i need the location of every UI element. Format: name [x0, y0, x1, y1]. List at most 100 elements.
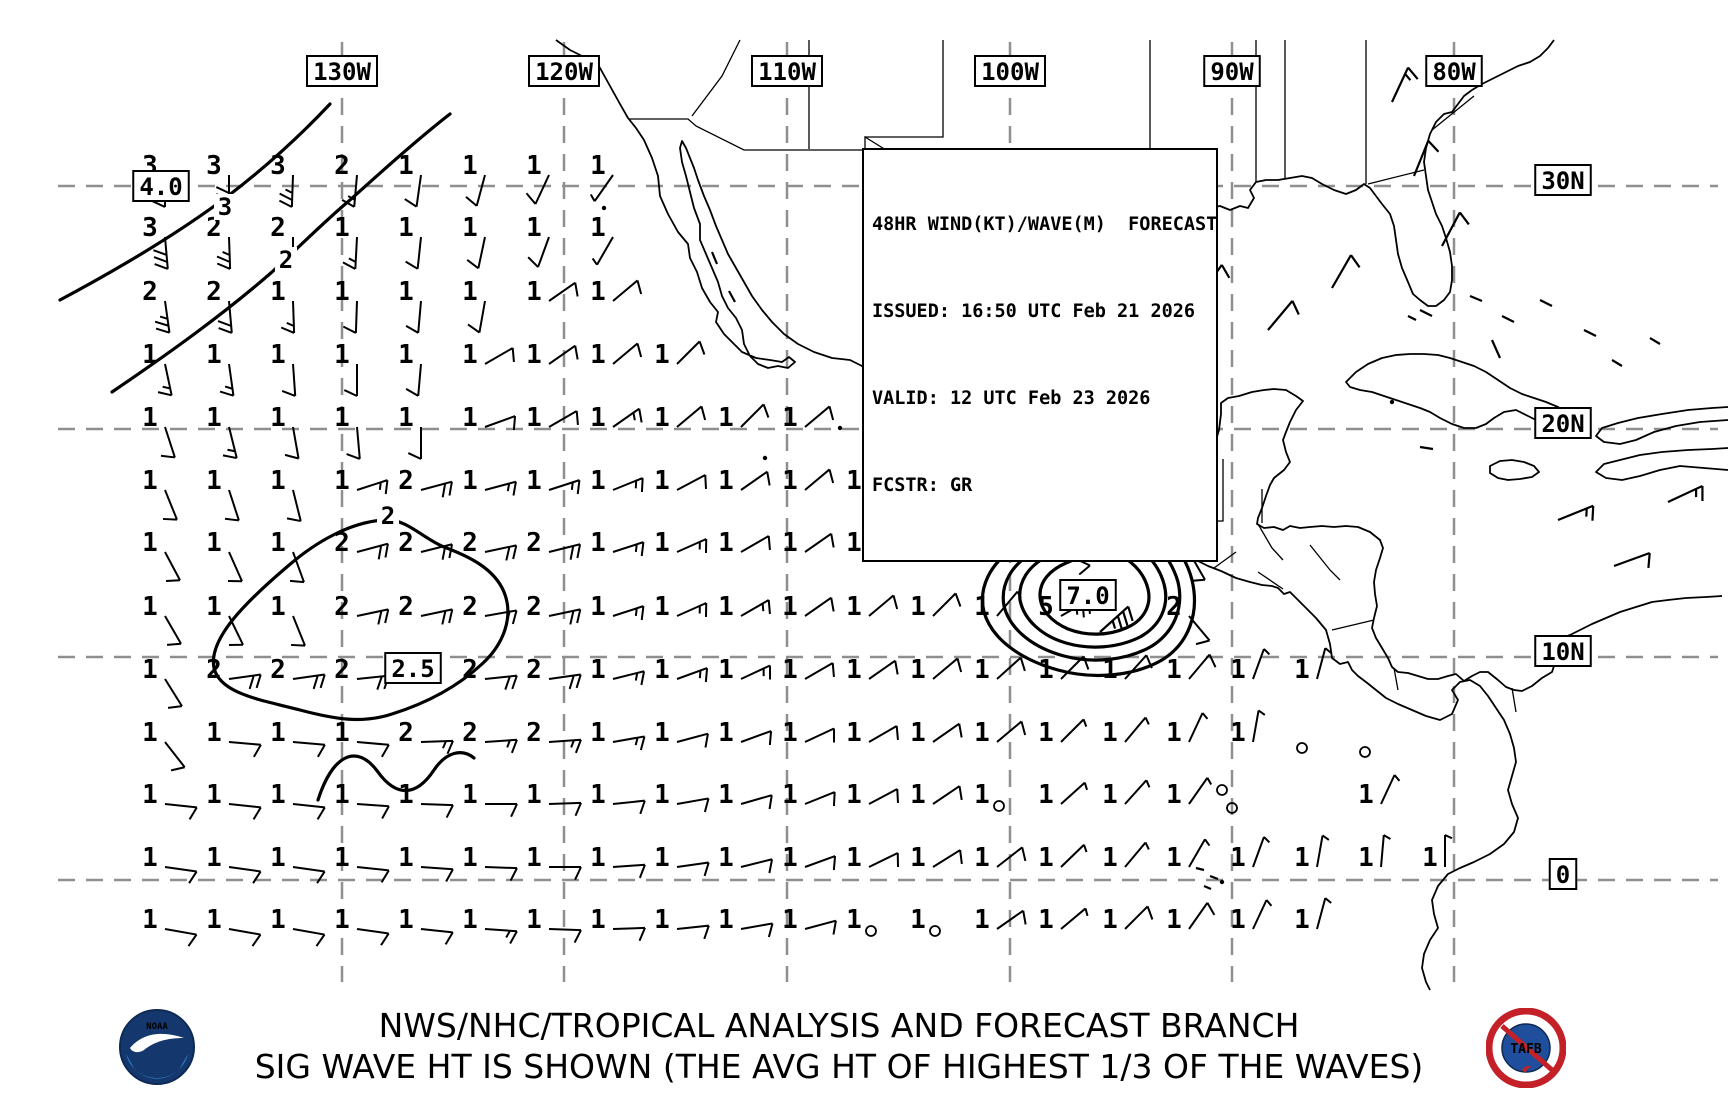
wave-height-value: 1: [718, 905, 734, 935]
wind-barb-icon: [224, 489, 240, 522]
border-line: [1257, 523, 1284, 561]
wave-height-value: 1: [910, 592, 926, 622]
wind-barb-icon: [286, 489, 302, 523]
wave-height-value: 1: [398, 340, 414, 370]
wave-height-value: 1: [654, 466, 670, 496]
wind-barb-icon: [1316, 647, 1332, 680]
island: [1203, 884, 1212, 891]
forecast-valid-line: VALID: 12 UTC Feb 23 2026: [872, 388, 1151, 409]
wind-barb-icon: [1441, 211, 1470, 247]
wind-barb-icon: [484, 674, 518, 690]
wave-height-value: 1: [1038, 905, 1054, 935]
wind-barb-icon: [1252, 709, 1266, 743]
wind-barb-icon: [405, 236, 422, 270]
wind-barb-icon: [356, 542, 389, 560]
parallel-label: 0: [1556, 861, 1570, 889]
wave-height-value: 1: [974, 843, 990, 873]
parallel-label: 10N: [1541, 638, 1584, 666]
wind-barb-icon: [612, 863, 646, 879]
wind-barb-icon: [356, 803, 390, 819]
meridian-label: 110W: [758, 58, 816, 86]
wave-height-value: 1: [526, 151, 542, 181]
island: [1649, 337, 1661, 345]
wind-barb-icon: [868, 788, 899, 805]
border-line: [1511, 687, 1517, 713]
wave-height-value: 1: [590, 655, 606, 685]
island: [1583, 329, 1597, 337]
wind-barb-icon: [1613, 551, 1651, 569]
wind-barb-icon: [154, 300, 171, 334]
island: [1469, 294, 1483, 303]
meridian-label-box: [751, 55, 823, 87]
wave-contour-2m: [316, 751, 476, 802]
wind-barb-icon: [1380, 774, 1401, 805]
wave-height-value: 1: [462, 466, 478, 496]
border-line: [1431, 95, 1475, 131]
wave-contour-3m: [110, 112, 452, 394]
wave-height-value: 1: [206, 403, 222, 433]
wave-height-value: 2: [270, 213, 286, 243]
wave-height-value: 1: [1038, 780, 1054, 810]
island: [728, 290, 736, 303]
wave-height-value: 1: [654, 780, 670, 810]
wave-height-value: 1: [910, 843, 926, 873]
wind-barb-icon: [405, 363, 422, 397]
wave-height-value: 1: [142, 466, 158, 496]
wind-barb-icon: [548, 928, 582, 944]
wave-height-value: 1: [1038, 843, 1054, 873]
wind-barb-icon: [740, 535, 771, 553]
wind-barb-icon: [420, 928, 454, 945]
wave-height-value: 1: [142, 718, 158, 748]
wind-barb-icon: [740, 922, 774, 938]
wind-barb-icon: [804, 855, 837, 871]
wave-height-value: 1: [782, 843, 798, 873]
wave-height-value: 2: [206, 277, 222, 307]
wave-height-value: 1: [142, 655, 158, 685]
wave-height-value: 2: [398, 466, 414, 496]
wave-height-value: 1: [142, 340, 158, 370]
wave-height-value: 2: [462, 718, 478, 748]
border-line: [1309, 544, 1341, 581]
wave-height-value: 1: [718, 843, 734, 873]
wind-barb-icon: [1331, 254, 1361, 289]
wave-height-value: 1: [846, 528, 862, 558]
wave-height-value: 2: [334, 151, 350, 181]
wind-barb-icon: [996, 909, 1027, 930]
wind-barb-icon: [484, 480, 517, 496]
wave-height-value: 1: [782, 466, 798, 496]
wave-height-value: 1: [462, 277, 478, 307]
wind-barb-icon: [219, 363, 235, 397]
wave-height-value: 1: [590, 340, 606, 370]
wind-barb-icon: [1060, 907, 1089, 930]
coastline: [1595, 447, 1728, 481]
wind-barb-icon: [740, 664, 772, 680]
wind-barb-icon: [996, 656, 1026, 680]
wind-barb-icon: [420, 866, 454, 882]
wave-height-value: 1: [1102, 718, 1118, 748]
wave-height-value: 1: [974, 592, 990, 622]
wave-height-value: 2: [398, 592, 414, 622]
wind-barb-icon: [467, 300, 486, 334]
wave-height-value: 1: [718, 780, 734, 810]
contour-inline-label: 2: [381, 502, 395, 530]
wind-barb-icon: [404, 174, 422, 208]
wave-height-value: 1: [206, 718, 222, 748]
wave-height-value: 1: [846, 843, 862, 873]
wave-height-value: 2: [526, 592, 542, 622]
wind-barb-icon: [228, 866, 262, 884]
wind-barb-icon: [1060, 844, 1088, 868]
wave-height-value: 1: [846, 905, 862, 935]
wave-height-value: 1: [206, 780, 222, 810]
wave-height-value: 1: [206, 592, 222, 622]
parallel-label-box: [1534, 635, 1592, 667]
wind-barb-icon: [484, 415, 517, 431]
wind-barb-icon: [525, 174, 550, 205]
wind-barb-icon: [484, 928, 518, 944]
wind-barb-icon: [356, 674, 390, 690]
wave-height-value: 1: [462, 780, 478, 810]
forecast-title-line: 48HR WIND(KT)/WAVE(M) FORECAST: [872, 214, 1218, 235]
coastline: [1489, 459, 1540, 481]
wind-barb-icon: [290, 615, 306, 647]
wind-barb-icon: [342, 300, 358, 334]
